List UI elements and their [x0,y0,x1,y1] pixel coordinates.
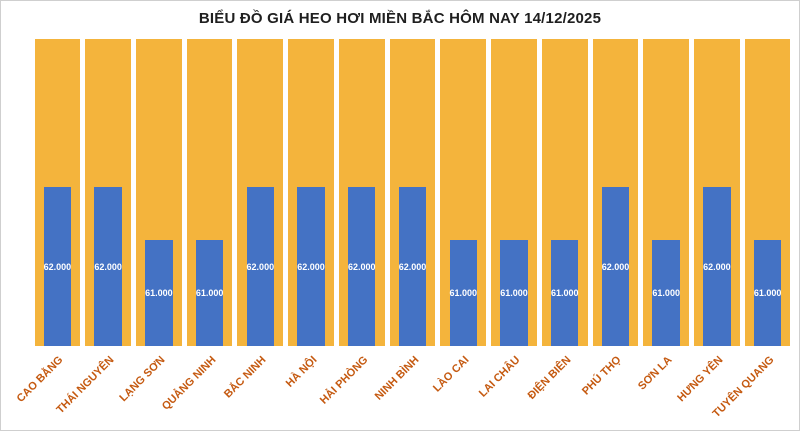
category-column: 61.000 [742,39,793,346]
chart-title: BIỂU ĐỒ GIÁ HEO HƠI MIỀN BẮC HÔM NAY 14/… [198,10,602,27]
bar-value-label: 61.000 [449,288,478,299]
value-bar: 62.000 [297,187,325,346]
category-column: 62.000 [590,39,641,346]
category-column: 62.000 [387,39,438,346]
value-bar: 62.000 [399,187,426,346]
bar-value-label: 62.000 [246,261,275,272]
category-column: 62.000 [32,39,83,346]
category-column: 62.000 [286,39,337,346]
bar-value-label: 61.000 [550,288,579,299]
bar-value-label: 62.000 [398,261,427,272]
bar-value-label: 61.000 [652,288,680,299]
bar-value-label: 61.000 [145,288,173,299]
value-bar: 62.000 [602,187,629,346]
value-bar: 61.000 [754,240,781,346]
bar-value-label: 62.000 [43,261,72,272]
value-bar: 61.000 [449,240,478,346]
category-column: 62.000 [692,39,743,346]
bar-value-label: 61.000 [500,288,528,299]
category-column: 61.000 [489,39,540,346]
bar-value-label: 62.000 [297,261,325,272]
plot-area: 62.000 62.000 61.000 61.000 62.000 62.000 62.0… [32,39,793,346]
value-bar: 61.000 [551,240,578,346]
bar-value-label: 62.000 [703,261,731,272]
bar-value-label: 62.000 [94,261,122,272]
category-column: 61.000 [438,39,489,346]
value-bar: 62.000 [348,187,376,346]
value-bar: 62.000 [94,187,122,346]
category-column: 62.000 [235,39,286,346]
x-axis-labels: CAO BẰNG THÁI NGUYÊN LẠNG SƠN QUẢNG NINH BẮC… [15,348,793,430]
bar-value-label: 61.000 [753,288,782,299]
category-label: TUYÊN QUANG [710,354,777,420]
value-bar: 61.000 [652,240,680,346]
category-column: 61.000 [184,39,235,346]
category-column: 62.000 [336,39,387,346]
bar-value-label: 61.000 [195,288,224,299]
value-bar: 62.000 [247,187,274,346]
bar-value-label: 62.000 [601,261,630,272]
value-bar: 62.000 [703,187,731,346]
category-column: 61.000 [641,39,692,346]
value-bar: 61.000 [145,240,173,346]
value-bar: 61.000 [500,240,528,346]
category-column: 61.000 [133,39,184,346]
value-bar: 62.000 [44,187,71,346]
value-bar: 61.000 [196,240,223,346]
category-column: 61.000 [539,39,590,346]
bar-value-label: 62.000 [348,261,376,272]
category-column: 62.000 [83,39,134,346]
